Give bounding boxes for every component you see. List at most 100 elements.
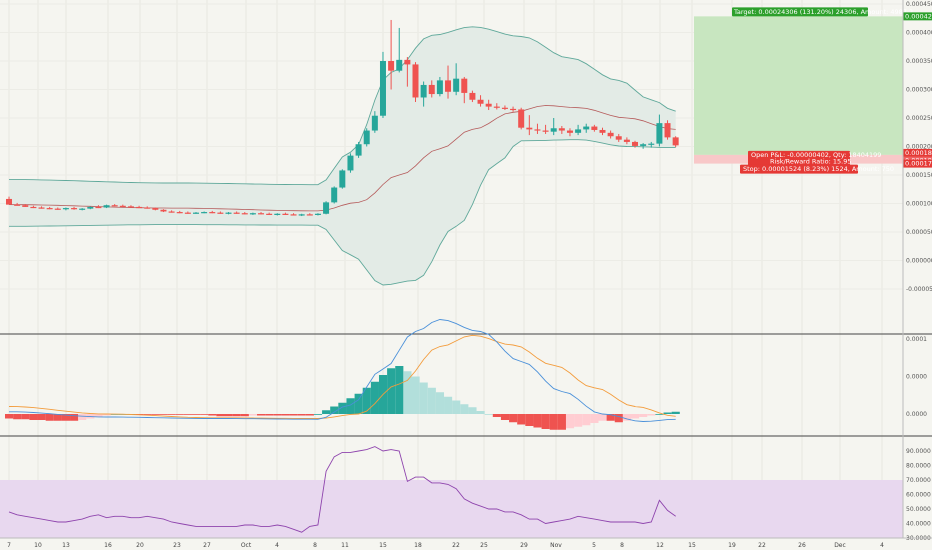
candle-body	[192, 212, 199, 214]
macd-histogram-bar	[281, 414, 290, 416]
candle-body	[542, 130, 549, 132]
macd-histogram-bar	[37, 414, 46, 420]
price-pane[interactable]: Target: 0.00024306 (131.20%) 24306, Amou…	[6, 1, 932, 293]
macd-histogram-bar	[322, 410, 331, 414]
candle-body	[583, 126, 590, 130]
candle-body	[526, 127, 533, 130]
candle-body	[339, 170, 346, 188]
candle-body	[46, 208, 53, 210]
candle-body	[420, 84, 427, 98]
candle-body	[54, 208, 61, 210]
target-label: Target: 0.00024306 (131.20%) 24306, Amou…	[733, 8, 913, 16]
open-pl-label: Open P&L: -0.00000402, Qty: 18404199	[751, 151, 881, 159]
time-tick-label: 23	[173, 542, 181, 549]
price-tick-label: 0.00015000	[906, 172, 932, 179]
current-price-tag-bg	[903, 148, 932, 157]
macd-pane[interactable]: 0.0001 0.0000 0.0000	[5, 319, 927, 430]
candle-body	[152, 208, 159, 210]
rsi-line	[8, 446, 676, 533]
macd-histogram-bar	[224, 414, 233, 417]
macd-histogram-bar	[175, 414, 184, 415]
candle-body	[501, 107, 508, 109]
candle-body	[249, 213, 256, 215]
rsi-path	[8, 446, 676, 533]
macd-histogram-bar	[622, 414, 632, 421]
candle-body	[664, 123, 671, 138]
price-tick-label: 0.00000000	[906, 258, 932, 265]
candle-body	[355, 144, 362, 156]
macd-tick-label: 0.0000	[906, 411, 927, 418]
candlesticks	[6, 19, 679, 217]
long-position-tool[interactable]: Target: 0.00024306 (131.20%) 24306, Amou…	[694, 7, 913, 174]
macd-histogram-bar	[647, 414, 656, 416]
macd-histogram-bar	[53, 414, 62, 421]
risk-reward-label: Risk/Reward Ratio: 15.95	[770, 157, 852, 165]
macd-histogram-bar	[582, 414, 591, 426]
time-tick-label: Oct	[241, 542, 252, 549]
candle-body	[71, 208, 78, 210]
macd-histogram-bar	[533, 414, 542, 428]
macd-histogram-bar	[45, 414, 54, 421]
macd-histogram-bar	[338, 402, 347, 414]
time-tick-label: 4	[275, 542, 279, 549]
time-tick-label: 20	[136, 542, 144, 549]
candle-body	[550, 128, 557, 132]
candle-body	[510, 108, 517, 111]
macd-histogram-bar	[21, 414, 30, 420]
candle-body	[201, 212, 208, 214]
rsi-tick-label: 60.0000	[906, 492, 931, 499]
macd-histogram-bar	[598, 414, 607, 421]
candle-body	[119, 205, 126, 207]
candle-body	[136, 206, 143, 209]
candle-body	[323, 202, 330, 214]
macd-histogram-bar	[167, 414, 176, 415]
candle-body	[95, 206, 102, 209]
time-tick-label: 7	[7, 542, 11, 549]
candle-body	[493, 106, 500, 108]
target-zone[interactable]	[694, 16, 903, 155]
macd-histogram-bar	[191, 414, 201, 415]
macd-histogram-bar	[557, 414, 566, 430]
time-tick-label: 15	[688, 542, 696, 549]
macd-histogram-bar	[257, 414, 266, 416]
time-tick-label: 22	[758, 542, 766, 549]
macd-histogram-bar	[61, 414, 71, 421]
candle-body	[258, 213, 265, 215]
candle-body	[6, 198, 12, 205]
time-tick-label: 8	[313, 542, 317, 549]
stop-price-tag-bg	[903, 159, 932, 168]
macd-histogram-bar	[468, 407, 477, 414]
macd-histogram-bar	[452, 400, 461, 414]
time-tick-label: 5	[592, 542, 596, 549]
bollinger-bands	[8, 26, 676, 286]
bollinger-basis-line	[8, 105, 676, 212]
macd-histogram-bar	[614, 414, 623, 423]
candle-body	[38, 207, 45, 209]
macd-histogram-bar	[606, 414, 615, 421]
time-tick-label: 25	[480, 542, 488, 549]
time-axis[interactable]: 7 10 13 16 20 23 27 Oct 4 8 11 15 18 22 25 29 Nov 5 8 12 15 1…	[7, 542, 884, 549]
candle-body	[379, 61, 386, 116]
macd-axis[interactable]: 0.0001 0.0000 0.0000	[906, 336, 927, 418]
candle-body	[14, 204, 21, 206]
candle-body	[314, 213, 321, 215]
macd-histogram-bar	[387, 368, 396, 414]
candle-body	[461, 78, 468, 93]
time-tick-label: 8	[620, 542, 624, 549]
candle-body	[217, 212, 224, 214]
rsi-tick-label: 90.0000	[906, 448, 931, 455]
candle-body	[160, 209, 167, 212]
rsi-pane[interactable]: 90.0000 80.0000 70.0000 60.0000 50.0000 40.00…	[0, 446, 931, 542]
time-tick-label: 15	[379, 542, 387, 549]
candle-body	[396, 59, 403, 71]
candle-body	[623, 139, 630, 142]
price-axis[interactable]: 0.00045000 0.00040000 0.00035000 0.00030000…	[906, 1, 932, 293]
macd-histogram-bar	[29, 414, 38, 420]
candle-body	[168, 211, 175, 213]
macd-histogram-bar	[444, 396, 453, 414]
macd-histogram-bar	[517, 414, 526, 425]
macd-histogram-bar	[265, 414, 274, 416]
macd-histogram-bar	[663, 412, 672, 414]
macd-histogram-bar	[427, 387, 436, 414]
